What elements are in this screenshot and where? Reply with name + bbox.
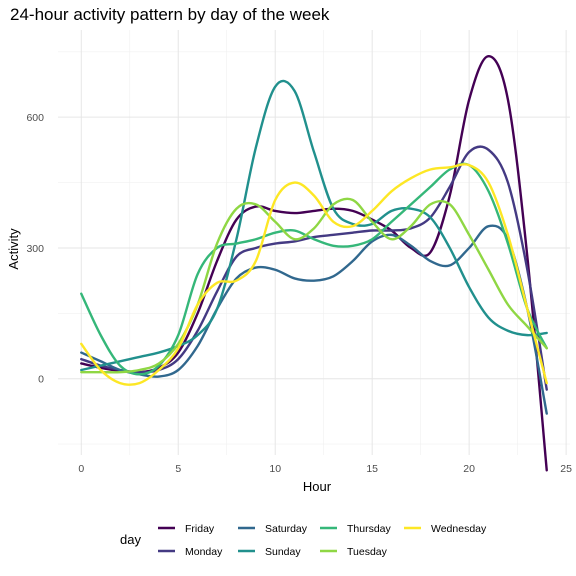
legend-title: day xyxy=(120,532,141,547)
series-line-tuesday xyxy=(80,197,548,374)
legend: day Friday Monday Saturday Sunday Thursday Tu… xyxy=(120,523,487,558)
legend-label-wednesday: Wednesday xyxy=(431,523,487,535)
legend-label-sunday: Sunday xyxy=(265,546,301,558)
x-tick-label: 15 xyxy=(366,463,378,475)
legend-label-tuesday: Tuesday xyxy=(347,546,388,558)
x-tick-label: 10 xyxy=(269,463,281,475)
chart-title: 24-hour activity pattern by day of the w… xyxy=(10,5,330,24)
legend-label-saturday: Saturday xyxy=(265,523,308,535)
x-tick-label: 5 xyxy=(175,463,181,475)
y-tick-label: 0 xyxy=(38,374,44,386)
x-tick-label: 0 xyxy=(78,463,84,475)
x-tick-label: 20 xyxy=(463,463,475,475)
x-axis-title: Hour xyxy=(303,479,332,494)
legend-label-monday: Monday xyxy=(185,546,223,558)
x-tick-label: 25 xyxy=(560,463,572,475)
y-tick-label: 600 xyxy=(26,112,44,124)
series-line-wednesday xyxy=(80,163,548,386)
legend-label-friday: Friday xyxy=(185,523,215,535)
series-line-sunday xyxy=(80,79,548,372)
series-line-saturday xyxy=(80,224,548,415)
series-lines xyxy=(80,54,548,472)
axis-ticks: 0 5 10 15 20 25 0 300 600 xyxy=(26,112,572,475)
y-tick-label: 300 xyxy=(26,243,44,255)
legend-label-thursday: Thursday xyxy=(347,523,392,535)
y-axis-title: Activity xyxy=(6,228,21,270)
